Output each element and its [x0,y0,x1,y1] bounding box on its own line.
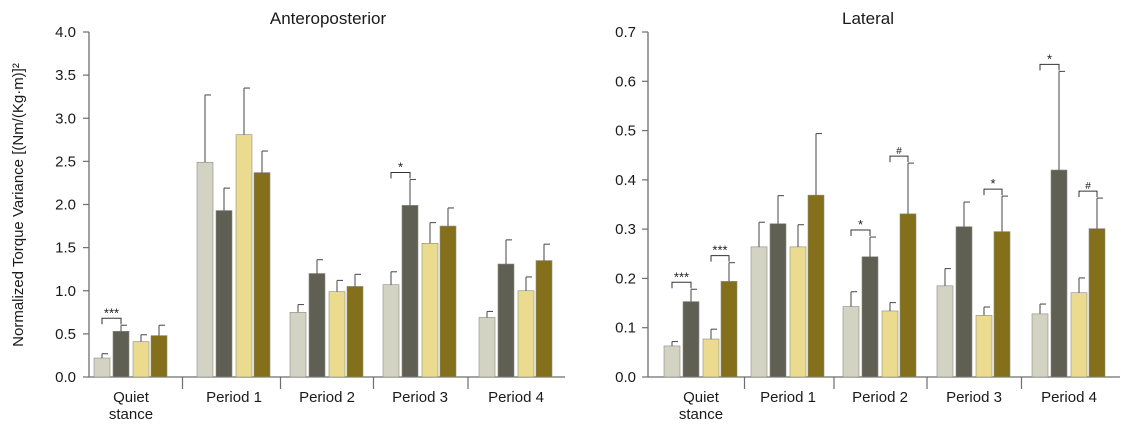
y-tick-label: 0.6 [615,73,636,90]
significance-bracket [390,171,411,179]
y-tick-label: 3.0 [55,110,76,127]
y-tick-label: 1.5 [55,240,76,257]
bar [535,260,553,378]
bar [196,161,214,378]
bar [439,225,457,378]
significance-label: *** [712,243,727,258]
bar [382,284,400,378]
bar [861,256,879,378]
y-tick-label: 0.7 [615,24,636,41]
x-tick-label: Period 4 [1041,389,1097,406]
x-tick-label: Period 3 [946,389,1002,406]
y-tick-label: 4.0 [55,24,76,41]
significance-bracket [1078,190,1098,198]
x-tick-label: Period 1 [760,389,816,406]
chart-title: Anteroposterior [270,9,387,28]
bar [1088,228,1106,378]
significance-label: *** [674,269,689,284]
significance-bracket [850,229,871,237]
bar [702,338,720,378]
bar [993,231,1011,378]
bar [93,357,111,378]
y-axis-label: Normalized Torque Variance [(Nm/(Kg·m)]² [10,63,27,347]
bar [975,315,993,378]
y-tick-label: 0.3 [615,221,636,238]
bar [936,285,954,378]
y-tick-label: 0.5 [55,326,76,343]
bar [1050,169,1068,378]
y-tick-label: 0.1 [615,320,636,337]
bar [215,210,233,378]
x-tick-label: Period 2 [299,389,355,406]
significance-bracket [889,155,909,163]
significance-label: * [990,176,995,191]
bar [478,317,496,378]
chart-title: Lateral [842,9,894,28]
y-tick-label: 1.0 [55,283,76,300]
bar [328,291,346,378]
bar [253,172,271,378]
bar [789,246,807,378]
bar [346,286,364,378]
y-tick-label: 0.4 [615,172,636,189]
significance-label: # [1085,181,1091,192]
bar [955,226,973,378]
x-tick-label: Quiet stance [109,389,153,423]
y-tick-label: 0.5 [615,123,636,140]
significance-label: * [858,217,863,232]
bar [150,335,168,378]
y-tick-label: 2.0 [55,197,76,214]
significance-bracket [1039,63,1060,71]
y-tick-label: 0.0 [55,369,76,386]
bar [112,330,130,378]
bar [1070,292,1088,378]
y-tick-label: 0.2 [615,270,636,287]
bar [235,134,253,378]
significance-label: * [1047,51,1052,66]
bar [1031,313,1049,378]
bar [289,312,307,378]
bar [720,281,738,378]
chart-anteroposterior: Anteroposterior 0.0 0.5 1.0 1.5 2.0 2.5 3.0 3.5 4… [55,9,565,423]
bar [421,243,439,378]
significance-bracket [983,188,1003,196]
significance-bracket [710,255,730,262]
x-tick-label: Period 3 [392,389,448,406]
significance-label: # [896,146,902,157]
bar [899,213,917,378]
bar [881,310,899,378]
y-tick-label: 2.5 [55,153,76,170]
bar [842,306,860,378]
significance-label: *** [104,305,119,320]
x-tick-label: Period 4 [488,389,544,406]
bar [750,246,768,378]
chart-lateral: Lateral 0.0 0.1 0.2 0.3 0.4 0.5 0.6 0.7 Quiet stan… [615,9,1120,423]
bar [517,290,535,378]
bar [308,273,326,378]
y-tick-label: 0.0 [615,369,636,386]
bar [401,205,419,378]
significance-bracket [101,317,122,325]
significance-bracket [671,281,692,289]
x-tick-label: Quiet stance [679,389,723,423]
bar [497,263,515,378]
x-tick-label: Period 1 [206,389,262,406]
bar [682,301,700,378]
bar [807,194,825,378]
bar [132,341,150,378]
bar [769,223,787,378]
bar [663,345,681,378]
significance-label: * [398,159,403,174]
y-tick-label: 3.5 [55,67,76,84]
x-tick-label: Period 2 [852,389,908,406]
